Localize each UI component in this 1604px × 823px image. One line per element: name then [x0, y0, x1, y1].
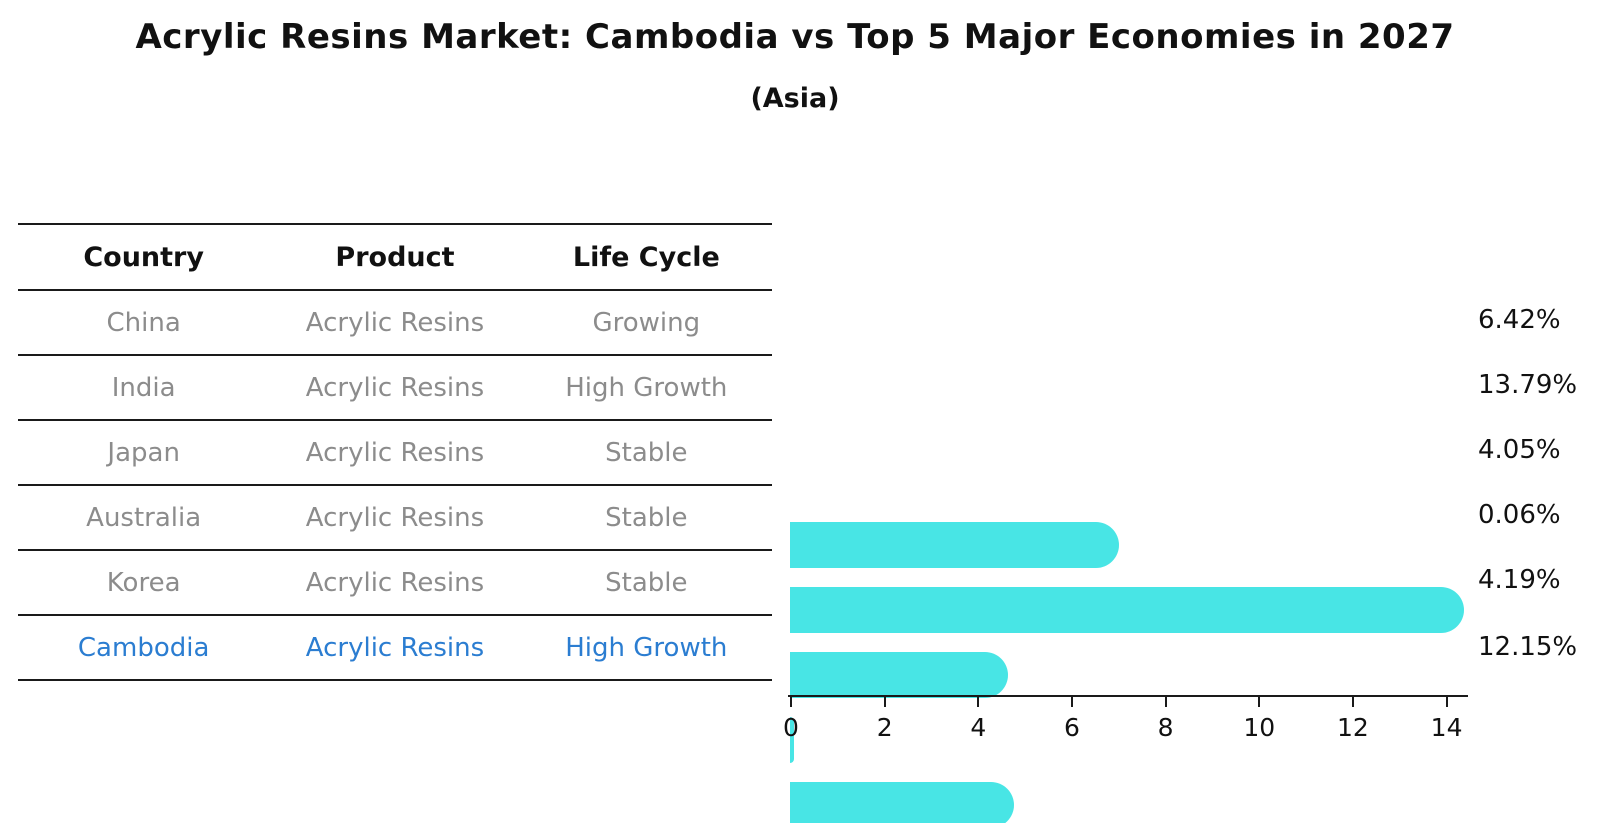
bar-japan — [790, 652, 1008, 698]
cell-life-cycle: High Growth — [565, 632, 728, 663]
x-tick-label: 0 — [783, 713, 799, 742]
value-label-japan: 4.05% — [1478, 435, 1561, 465]
bar-india — [790, 587, 1464, 633]
cell-country: Korea — [106, 567, 181, 598]
x-tick-mark — [1164, 695, 1167, 707]
x-tick-mark — [790, 695, 792, 707]
value-label-china: 6.42% — [1478, 305, 1561, 335]
value-label-australia: 0.06% — [1478, 500, 1561, 530]
bar-china — [790, 522, 1119, 568]
column-header-country: Country — [83, 241, 204, 273]
x-axis-line — [788, 695, 1468, 697]
cell-life-cycle: Stable — [605, 437, 688, 468]
cell-life-cycle: High Growth — [565, 372, 728, 403]
x-tick-mark — [1070, 695, 1073, 707]
chart-subtitle: (Asia) — [750, 83, 840, 114]
x-tick-label: 8 — [1157, 713, 1174, 742]
chart-title: Acrylic Resins Market: Cambodia vs Top 5… — [135, 17, 1455, 57]
cell-country: Cambodia — [77, 632, 210, 663]
x-tick-mark — [883, 695, 886, 707]
cell-life-cycle: Stable — [605, 567, 688, 598]
cell-country: Japan — [107, 437, 180, 468]
x-tick-label: 14 — [1430, 713, 1463, 742]
country-table: Country Product Life Cycle China Acrylic… — [18, 223, 772, 681]
x-tick-label: 12 — [1337, 713, 1369, 742]
cell-life-cycle: Stable — [605, 502, 688, 533]
column-header-product: Product — [335, 241, 455, 273]
cell-country: India — [111, 372, 176, 403]
cell-country: Australia — [86, 502, 202, 533]
cell-life-cycle: Growing — [592, 307, 701, 338]
table-row-australia: Australia Acrylic Resins Stable — [18, 486, 772, 551]
cell-product: Acrylic Resins — [305, 437, 485, 468]
bar-australia — [790, 717, 794, 763]
cell-product: Acrylic Resins — [305, 567, 485, 598]
value-label-india: 13.79% — [1478, 370, 1578, 400]
cell-product: Acrylic Resins — [305, 502, 485, 533]
table-row-japan: Japan Acrylic Resins Stable — [18, 421, 772, 486]
cell-product: Acrylic Resins — [305, 632, 485, 663]
x-tick-label: 6 — [1064, 713, 1080, 742]
column-header-life-cycle: Life Cycle — [572, 241, 720, 273]
x-tick-mark — [1351, 695, 1354, 707]
x-tick-label: 2 — [876, 713, 893, 742]
x-tick-label: 4 — [970, 713, 987, 742]
table-header-row: Country Product Life Cycle — [18, 225, 772, 291]
value-label-korea: 4.19% — [1478, 565, 1561, 595]
cell-product: Acrylic Resins — [305, 372, 485, 403]
table-row-india: India Acrylic Resins High Growth — [18, 356, 772, 421]
table-row-china: China Acrylic Resins Growing — [18, 291, 772, 356]
table-row-cambodia: Cambodia Acrylic Resins High Growth — [18, 616, 772, 681]
cell-product: Acrylic Resins — [305, 307, 485, 338]
bar-korea — [790, 782, 1015, 823]
bar-chart: 6.42% 13.79% 4.05% 0.06% 4.19% 12.15% 0 … — [783, 223, 1604, 823]
x-tick-label: 10 — [1243, 713, 1276, 742]
x-tick-mark — [1258, 695, 1261, 707]
value-label-cambodia: 12.15% — [1478, 632, 1578, 662]
cell-country: China — [106, 307, 181, 338]
x-tick-mark — [977, 695, 980, 707]
table-row-korea: Korea Acrylic Resins Stable — [18, 551, 772, 616]
x-tick-mark — [1445, 695, 1448, 707]
